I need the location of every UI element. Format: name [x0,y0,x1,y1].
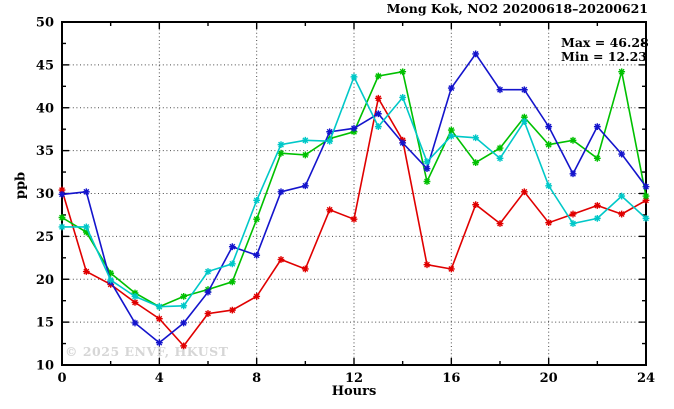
svg-text:45: 45 [36,58,54,73]
watermark: © 2025 ENVF, HKUST [65,344,229,359]
svg-text:16: 16 [442,371,460,386]
svg-text:30: 30 [36,187,54,202]
svg-text:35: 35 [36,144,54,159]
svg-text:20: 20 [36,273,54,288]
svg-text:40: 40 [36,101,54,116]
svg-text:20: 20 [540,371,558,386]
cyan-line-markers [58,73,650,311]
svg-text:8: 8 [252,371,261,386]
svg-text:0: 0 [57,371,66,386]
svg-text:4: 4 [155,371,164,386]
svg-text:50: 50 [36,16,54,31]
green-line-markers [58,68,650,311]
chart-title: Mong Kok, NO2 20200618–20200621 [386,1,648,16]
x-axis-label: Hours [331,384,377,399]
svg-text:24: 24 [637,371,655,386]
svg-text:12: 12 [345,371,363,386]
green-line [61,70,647,308]
min-value-label: Min = 12.23 [561,49,647,64]
svg-text:15: 15 [36,316,54,331]
svg-text:10: 10 [36,359,54,374]
svg-text:25: 25 [36,230,54,245]
max-min-annotation: Max = 46.28 Min = 12.23 [561,36,649,64]
max-value-label: Max = 46.28 [561,35,649,50]
